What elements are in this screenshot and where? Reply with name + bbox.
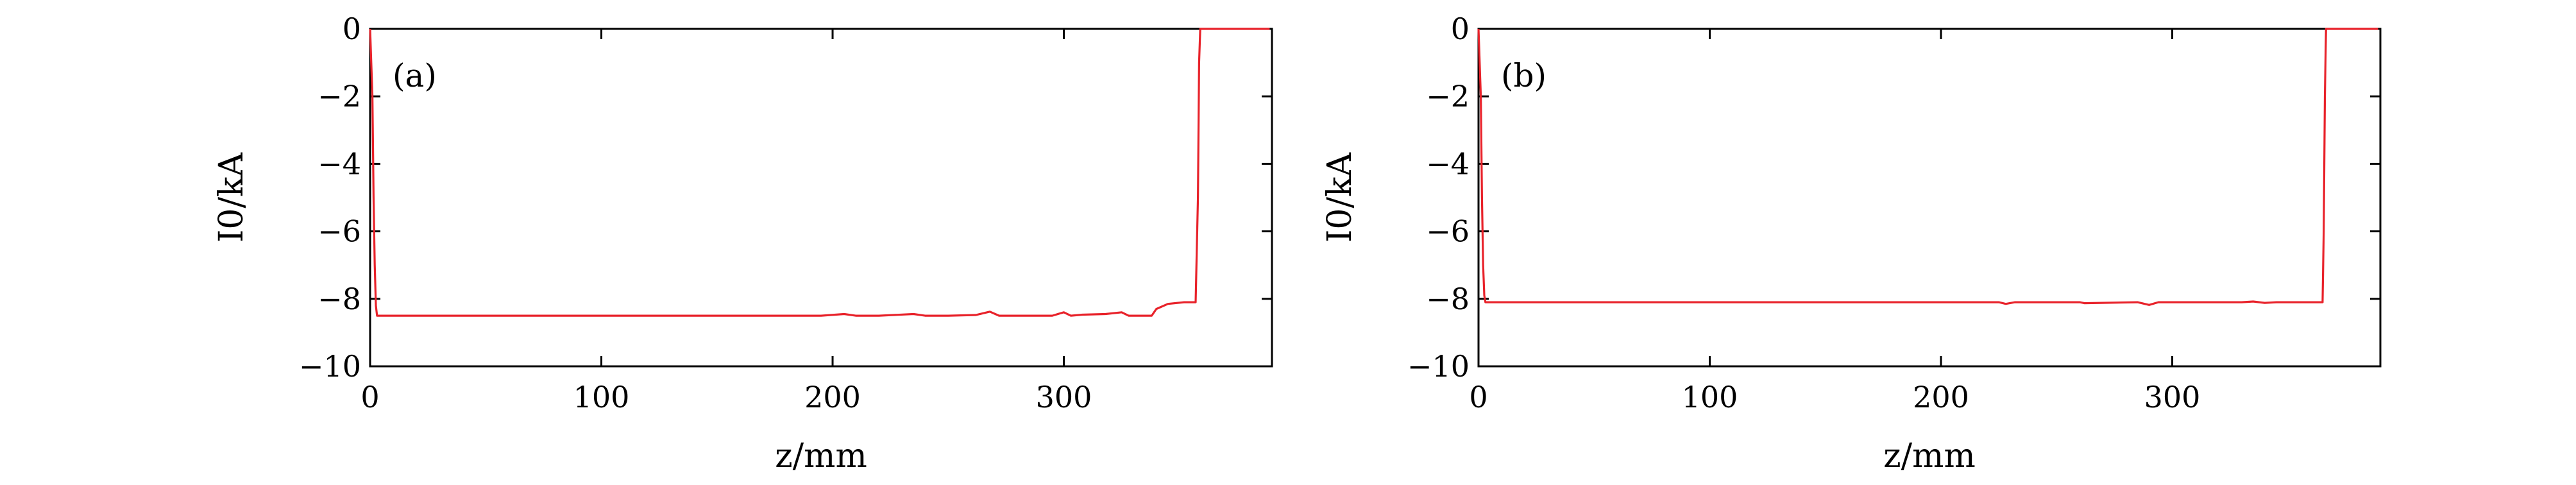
series-line xyxy=(1477,28,2378,306)
series-line xyxy=(369,28,1270,317)
x-ticks: 0 100 200 300 xyxy=(360,29,1092,414)
x-tick-label: 100 xyxy=(1682,380,1738,414)
y-tick-label: −2 xyxy=(318,79,361,114)
panel-b: 0 −2 −4 −6 −8 −10 0 100 200 300 (b) I0/kA z/mm xyxy=(1321,12,2382,475)
panel-label: (a) xyxy=(393,57,437,94)
y-ticks: 0 −2 −4 −6 −8 −10 xyxy=(299,12,1272,384)
x-axis-label: z/mm xyxy=(775,437,867,475)
y-axis-label: I0/kA xyxy=(212,151,251,242)
x-ticks: 0 100 200 300 xyxy=(1469,29,2200,414)
y-tick-label: −4 xyxy=(1426,146,1470,181)
x-tick-label: 300 xyxy=(1036,380,1092,414)
y-tick-label: −8 xyxy=(1426,282,1470,316)
x-tick-label: 0 xyxy=(1469,380,1487,414)
y-tick-label: −4 xyxy=(318,146,361,181)
x-tick-label: 0 xyxy=(360,380,379,414)
panel-a: 0 −2 −4 −6 −8 −10 0 100 200 300 (a) I0/kA z/mm xyxy=(212,12,1273,475)
x-tick-label: 200 xyxy=(804,380,861,414)
y-tick-label: 0 xyxy=(1451,12,1470,46)
y-tick-label: −6 xyxy=(1426,214,1470,249)
y-tick-label: 0 xyxy=(343,12,361,46)
panel-label: (b) xyxy=(1501,57,1546,94)
x-tick-label: 100 xyxy=(573,380,630,414)
y-tick-label: −8 xyxy=(318,282,361,316)
x-axis-label: z/mm xyxy=(1883,437,1976,475)
plot-frame xyxy=(1477,28,2382,368)
plot-frame xyxy=(369,28,1273,368)
y-axis-label: I0/kA xyxy=(1321,151,1359,242)
y-tick-label: −10 xyxy=(299,349,361,384)
x-tick-label: 300 xyxy=(2144,380,2201,414)
y-tick-label: −10 xyxy=(1407,349,1470,384)
y-tick-label: −6 xyxy=(318,214,361,249)
y-tick-label: −2 xyxy=(1426,79,1470,114)
x-tick-label: 200 xyxy=(1913,380,1969,414)
y-ticks: 0 −2 −4 −6 −8 −10 xyxy=(1407,12,2380,384)
